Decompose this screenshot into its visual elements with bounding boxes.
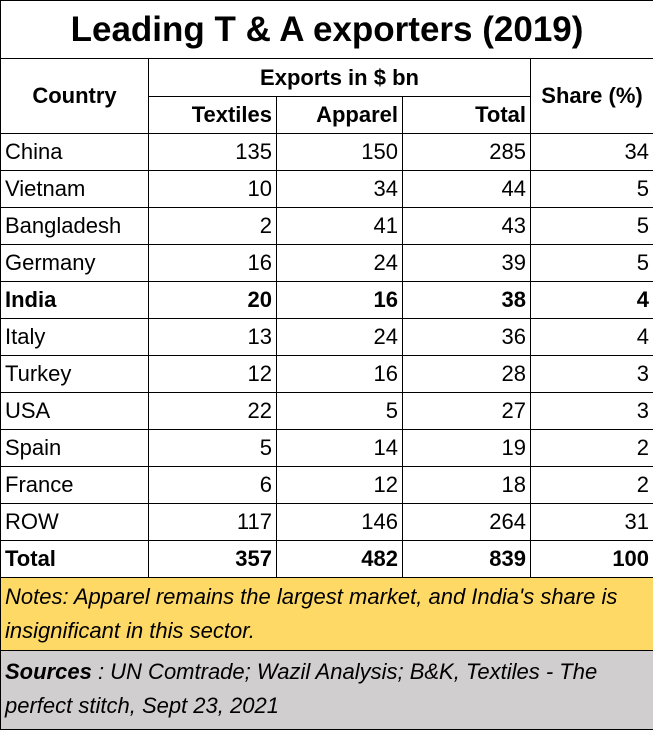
- header-share: Share (%): [529, 58, 653, 134]
- cell-textiles: 10: [148, 170, 277, 208]
- cell-share: 3: [529, 355, 653, 393]
- cell-country: France: [0, 466, 149, 504]
- cell-apparel: 41: [276, 207, 403, 245]
- table-row: USA 22 5 27 3: [0, 392, 653, 430]
- cell-apparel: 14: [276, 429, 403, 467]
- cell-share: 5: [529, 207, 653, 245]
- cell-share: 100: [529, 540, 653, 578]
- cell-total: 19: [402, 429, 531, 467]
- cell-country: India: [0, 281, 149, 319]
- cell-share: 2: [529, 466, 653, 504]
- notes-text: Notes: Apparel remains the largest marke…: [0, 577, 653, 651]
- cell-textiles: 20: [148, 281, 277, 319]
- cell-share: 4: [529, 318, 653, 356]
- cell-apparel: 482: [276, 540, 403, 578]
- cell-textiles: 16: [148, 244, 277, 282]
- cell-apparel: 5: [276, 392, 403, 430]
- cell-textiles: 135: [148, 133, 277, 171]
- cell-apparel: 24: [276, 244, 403, 282]
- sources-label: Sources: [5, 659, 92, 684]
- cell-country: USA: [0, 392, 149, 430]
- sources-text: : UN Comtrade; Wazil Analysis; B&K, Text…: [5, 659, 598, 718]
- table-row: Turkey 12 16 28 3: [0, 355, 653, 393]
- cell-total: 18: [402, 466, 531, 504]
- cell-total: 39: [402, 244, 531, 282]
- cell-total: 38: [402, 281, 531, 319]
- cell-share: 31: [529, 503, 653, 541]
- cell-share: 3: [529, 392, 653, 430]
- cell-country: China: [0, 133, 149, 171]
- cell-country: Vietnam: [0, 170, 149, 208]
- cell-total: 839: [402, 540, 531, 578]
- table-row: France 6 12 18 2: [0, 466, 653, 504]
- cell-share: 2: [529, 429, 653, 467]
- cell-total: 264: [402, 503, 531, 541]
- table-title: Leading T & A exporters (2019): [0, 0, 653, 59]
- cell-textiles: 357: [148, 540, 277, 578]
- header-total: Total: [402, 96, 531, 134]
- table-row: China 135 150 285 34: [0, 133, 653, 171]
- table-row: Total 357 482 839 100: [0, 540, 653, 578]
- table-row: Vietnam 10 34 44 5: [0, 170, 653, 208]
- header-apparel: Apparel: [276, 96, 403, 134]
- cell-textiles: 5: [148, 429, 277, 467]
- cell-total: 44: [402, 170, 531, 208]
- cell-apparel: 16: [276, 281, 403, 319]
- cell-textiles: 2: [148, 207, 277, 245]
- table-row: ROW 117 146 264 31: [0, 503, 653, 541]
- header-textiles: Textiles: [148, 96, 277, 134]
- cell-share: 5: [529, 170, 653, 208]
- cell-apparel: 146: [276, 503, 403, 541]
- cell-country: ROW: [0, 503, 149, 541]
- cell-total: 36: [402, 318, 531, 356]
- table-row: Bangladesh 2 41 43 5: [0, 207, 653, 245]
- cell-country: Italy: [0, 318, 149, 356]
- cell-country: Turkey: [0, 355, 149, 393]
- cell-total: 27: [402, 392, 531, 430]
- cell-country: Bangladesh: [0, 207, 149, 245]
- cell-textiles: 6: [148, 466, 277, 504]
- cell-total: 43: [402, 207, 531, 245]
- table-row: Germany 16 24 39 5: [0, 244, 653, 282]
- cell-share: 5: [529, 244, 653, 282]
- cell-total: 28: [402, 355, 531, 393]
- table-row: Italy 13 24 36 4: [0, 318, 653, 356]
- cell-total: 285: [402, 133, 531, 171]
- cell-textiles: 22: [148, 392, 277, 430]
- cell-apparel: 24: [276, 318, 403, 356]
- table-row: India 20 16 38 4: [0, 281, 653, 319]
- cell-apparel: 12: [276, 466, 403, 504]
- header-exports-group: Exports in $ bn: [148, 58, 531, 97]
- cell-apparel: 16: [276, 355, 403, 393]
- cell-apparel: 150: [276, 133, 403, 171]
- cell-country: Germany: [0, 244, 149, 282]
- table-row: Spain 5 14 19 2: [0, 429, 653, 467]
- cell-apparel: 34: [276, 170, 403, 208]
- cell-textiles: 13: [148, 318, 277, 356]
- cell-share: 34: [529, 133, 653, 171]
- cell-country: Spain: [0, 429, 149, 467]
- cell-textiles: 117: [148, 503, 277, 541]
- cell-share: 4: [529, 281, 653, 319]
- table-body: China 135 150 285 34 Vietnam 10 34 44 5 Bangladesh…: [0, 133, 653, 578]
- cell-textiles: 12: [148, 355, 277, 393]
- sources-block: Sources : UN Comtrade; Wazil Analysis; B…: [0, 650, 653, 730]
- cell-country: Total: [0, 540, 149, 578]
- header-country: Country: [0, 58, 149, 134]
